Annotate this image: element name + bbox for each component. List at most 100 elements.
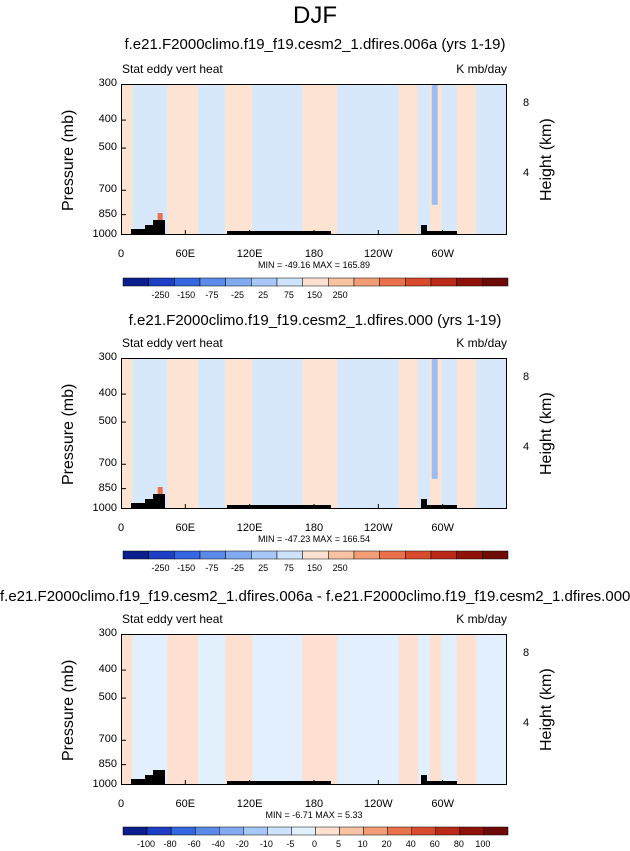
y-axis-label-right: Height (km) — [538, 118, 555, 201]
pressure-tick-label: 1000 — [92, 228, 117, 240]
variable-label: Stat eddy vert heat — [122, 62, 223, 76]
colorbar-label: -60 — [187, 839, 201, 849]
colorbar-swatch — [302, 550, 329, 560]
figure-title: DJF — [293, 2, 337, 29]
colorbar-label: -20 — [235, 839, 249, 849]
colorbar-swatch — [430, 277, 457, 287]
colorbar-label: 20 — [381, 839, 392, 849]
min-max-stats: MIN = -47.23 MAX = 166.54 — [257, 534, 371, 544]
colorbar-label: -75 — [205, 290, 219, 300]
panel-title: f.e21.F2000climo.f19_f19.cesm2_1.dfires.… — [128, 312, 502, 329]
x-tick-label: 0 — [117, 522, 125, 534]
x-tick-label: 120E — [236, 248, 263, 260]
field-band — [337, 84, 399, 235]
colorbar-label: -25 — [230, 563, 244, 573]
colorbar-swatch — [276, 550, 303, 560]
colorbar-swatch — [328, 277, 355, 287]
units-label: K mb/day — [456, 62, 507, 76]
pressure-tick-label: 850 — [98, 757, 117, 770]
pressure-tick-label: 500 — [98, 141, 117, 154]
colorbar-swatch — [328, 550, 355, 560]
colorbar — [122, 277, 509, 287]
colorbar-label: -150 — [177, 290, 196, 300]
colorbar-label: 150 — [306, 563, 323, 573]
colorbar-label: 250 — [332, 563, 348, 573]
field-band — [252, 358, 303, 509]
colorbar-label: 80 — [453, 839, 464, 849]
min-max-stats: MIN = -49.16 MAX = 165.89 — [257, 260, 371, 270]
colorbar-swatch — [411, 826, 437, 836]
colorbar-swatch — [456, 550, 483, 560]
colorbar-swatch — [315, 826, 340, 836]
field-band — [476, 358, 507, 509]
colorbar-swatch — [199, 277, 226, 287]
colorbar-label: 10 — [357, 839, 368, 849]
height-tick-label: 8 — [523, 371, 530, 383]
colorbar-swatch — [146, 826, 172, 836]
colorbar — [122, 826, 509, 836]
x-tick-label: 60E — [175, 248, 196, 260]
colorbar-swatch — [405, 277, 432, 287]
field-band — [198, 358, 226, 509]
pressure-tick-label: 500 — [98, 691, 117, 704]
colorbar-swatch — [225, 550, 252, 560]
colorbar-label: -80 — [163, 839, 177, 849]
field-band — [476, 84, 507, 235]
colorbar-swatch — [430, 550, 457, 560]
x-tick-label: 120W — [363, 522, 393, 534]
field-band — [132, 358, 168, 509]
variable-label: Stat eddy vert heat — [122, 336, 223, 350]
field-band — [198, 84, 226, 235]
pressure-tick-label: 700 — [98, 733, 117, 746]
colorbar-swatch — [194, 826, 220, 836]
units-label: K mb/day — [456, 336, 507, 350]
field-band — [337, 358, 399, 509]
field-band — [418, 84, 430, 235]
x-tick-label: 120E — [236, 522, 263, 534]
colorbar-swatch — [459, 826, 485, 836]
colorbar-swatch — [170, 826, 196, 836]
field-band — [252, 634, 303, 785]
colorbar-label: -100 — [137, 839, 156, 849]
colorbar-label: 0 — [311, 839, 317, 849]
field-band — [441, 634, 457, 785]
colorbar-swatch — [379, 277, 406, 287]
colorbar-swatch — [148, 550, 175, 560]
colorbar-label: 40 — [405, 839, 416, 849]
colorbar-swatch — [353, 550, 380, 560]
field-band — [132, 634, 168, 785]
colorbar-swatch — [148, 277, 175, 287]
colorbar-swatch — [483, 826, 509, 836]
y-axis-label: Pressure (mb) — [60, 109, 77, 211]
colorbar-swatch — [267, 826, 292, 836]
panel-title: f.e21.F2000climo.f19_f19.cesm2_1.dfires.… — [124, 36, 506, 53]
pressure-tick-label: 300 — [98, 627, 117, 639]
heatmap-plot — [121, 358, 507, 509]
pressure-tick-label: 850 — [98, 481, 117, 494]
pressure-tick-label: 850 — [98, 207, 117, 220]
colorbar-label: -75 — [205, 563, 219, 573]
y-axis-label-right: Height (km) — [538, 668, 555, 751]
colorbar-swatch — [339, 826, 364, 836]
topography-mask — [131, 494, 457, 509]
positive-maximum — [157, 213, 163, 221]
colorbar-swatch — [363, 826, 388, 836]
variable-label: Stat eddy vert heat — [122, 612, 223, 626]
pressure-tick-label: 300 — [98, 77, 117, 89]
y-axis-label-right: Height (km) — [538, 392, 555, 475]
colorbar-label: 5 — [336, 839, 342, 849]
colorbar-swatch — [387, 826, 412, 836]
positive-maximum — [157, 487, 163, 495]
colorbar-swatch — [291, 826, 316, 836]
field-band — [418, 634, 430, 785]
colorbar-label: -250 — [151, 563, 170, 573]
field-band — [441, 84, 457, 235]
height-tick-label: 8 — [523, 647, 530, 659]
units-label: K mb/day — [456, 612, 507, 626]
colorbar-swatch — [379, 550, 406, 560]
pressure-tick-label: 500 — [98, 415, 117, 428]
colorbar-swatch — [456, 277, 483, 287]
colorbar-swatch — [405, 550, 432, 560]
colorbar-label: 100 — [475, 839, 491, 849]
x-tick-label: 180 — [304, 248, 324, 260]
